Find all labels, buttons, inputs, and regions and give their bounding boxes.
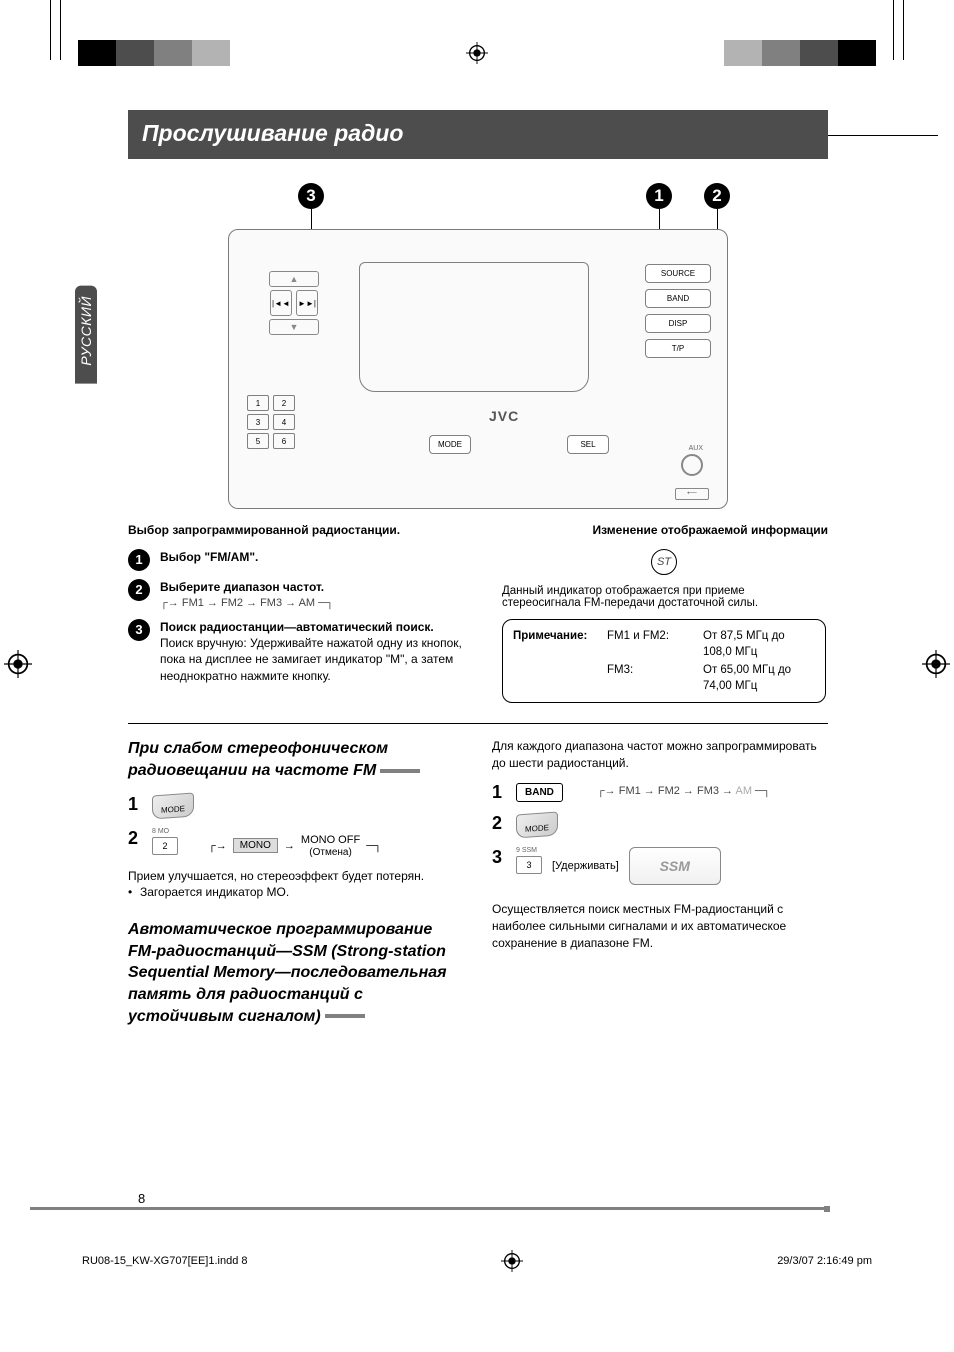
color-bar-left	[78, 40, 230, 66]
right-intro: Для каждого диапазона частот можно запро…	[492, 738, 828, 772]
ssm-result: Осуществляется поиск местных FM-радиоста…	[492, 901, 828, 951]
caption-left: Выбор запрограммированной радиостанции.	[128, 523, 400, 537]
registration-mark-icon	[466, 42, 488, 64]
note-fm12-range: От 87,5 МГц до 108,0 МГц	[703, 628, 815, 660]
preset-3-button-ill: 3	[516, 856, 542, 874]
callout-num-2: 2	[704, 183, 730, 209]
callout-row: 3 1 2	[128, 183, 828, 223]
swatch	[78, 40, 116, 66]
note-fm12-label: FM1 и FM2:	[607, 628, 697, 660]
band-button-ill: BAND	[516, 783, 563, 802]
nav-pad: ▲ |◄◄►►| ▼	[257, 268, 331, 338]
callout-num-3: 3	[298, 183, 324, 209]
subheading-ssm: Автоматическое программирование FM-радио…	[128, 919, 464, 1027]
mini-step-1: 1 MODE	[128, 794, 464, 818]
aux-jack-icon	[681, 454, 703, 476]
r-step-2: 2 MODE	[492, 813, 828, 837]
swatch	[838, 40, 876, 66]
color-bar-right	[724, 40, 876, 66]
device-right-buttons: SOURCE BAND DISP T/P	[645, 264, 711, 364]
usb-port-icon: ⟵	[675, 488, 709, 500]
ssm-display-ill: SSM	[629, 847, 721, 885]
page-title: Прослушивание радио	[128, 110, 828, 159]
st-indicator: ST	[502, 549, 826, 575]
disp-button: DISP	[645, 314, 711, 333]
band-button: BAND	[645, 289, 711, 308]
st-text: Данный индикатор отображается при приеме…	[502, 585, 826, 609]
mode-button-ill: MODE	[516, 812, 558, 839]
mode-button-ill: MODE	[152, 792, 194, 819]
device-logo: JVC	[489, 408, 519, 424]
note-fm3-label: FM3:	[607, 662, 697, 694]
device-illustration: ▲ |◄◄►►| ▼ SOURCE BAND DISP T/P 12 34 56…	[228, 229, 728, 509]
registration-mark-icon	[501, 1250, 523, 1272]
mode-button: MODE	[429, 435, 471, 454]
mono-box: MONO	[233, 838, 278, 853]
registration-mark-icon	[922, 650, 950, 678]
aux-label: AUX	[689, 445, 703, 452]
source-button: SOURCE	[645, 264, 711, 283]
tp-button: T/P	[645, 339, 711, 358]
subheading-weak-fm: При слабом стереофоническом радиовещании…	[128, 738, 464, 781]
swatch	[192, 40, 230, 66]
r-step-3: 3 9 SSM 3 [Удерживать] SSM	[492, 847, 828, 885]
step-1: 1 Выбор "FM/AM".	[128, 549, 478, 571]
note-label: Примечание:	[513, 628, 601, 660]
page-number: 8	[138, 1191, 145, 1206]
step-2: 2 Выберите диапазон частот. ┌→ FM1 → FM2…	[128, 579, 478, 611]
mono-off: MONO OFF	[301, 834, 360, 846]
note-fm3-range: От 65,00 МГц до 74,00 МГц	[703, 662, 815, 694]
step-num: 2	[128, 579, 150, 601]
step-title: Выбор "FM/AM".	[160, 550, 258, 564]
mini-step-2: 2 8 MO 2 ┌→ MONO → MONO OFF (Отмена) ─┐	[128, 828, 464, 858]
mono-cancel: (Отмена)	[309, 847, 352, 858]
preset-2-button-ill: 2	[152, 837, 178, 855]
swatch	[116, 40, 154, 66]
step-title: Выберите диапазон частот.	[160, 580, 324, 594]
step-num: 1	[128, 549, 150, 571]
step-3: 3 Поиск радиостанции—автоматический поис…	[128, 619, 478, 684]
hold-label: [Удерживать]	[552, 860, 619, 872]
step-body: Поиск вручную: Удерживайте нажатой одну …	[160, 635, 478, 684]
swatch	[154, 40, 192, 66]
page-rule	[30, 1207, 830, 1210]
crop-marks	[0, 0, 954, 80]
note-box: Примечание: FM1 и FM2: От 87,5 МГц до 10…	[502, 619, 826, 703]
footer-file: RU08-15_KW-XG707[EE]1.indd 8	[82, 1255, 248, 1267]
band-sequence: ┌→ FM1 → FM2 → FM3 → AM ─┐	[160, 596, 334, 611]
device-screen	[359, 262, 589, 392]
footer-timestamp: 29/3/07 2:16:49 pm	[777, 1255, 872, 1267]
step-title: Поиск радиостанции—автоматический поиск.	[160, 620, 434, 634]
registration-mark-icon	[4, 650, 32, 678]
step-num: 3	[128, 619, 150, 641]
mono-bullet: Загорается индикатор MO.	[128, 884, 464, 901]
r-step-1: 1 BAND ┌→ FM1 → FM2 → FM3 → AM ─┐	[492, 782, 828, 803]
callout-num-1: 1	[646, 183, 672, 209]
preset-buttons: 12 34 56	[247, 395, 333, 452]
swatch	[724, 40, 762, 66]
swatch	[762, 40, 800, 66]
mono-result: Прием улучшается, но стереоэффект будет …	[128, 868, 464, 885]
caption-right: Изменение отображаемой информации	[593, 523, 829, 537]
st-icon: ST	[651, 549, 677, 575]
swatch	[800, 40, 838, 66]
sel-button: SEL	[567, 435, 609, 454]
section-divider	[128, 723, 828, 724]
footer: RU08-15_KW-XG707[EE]1.indd 8 29/3/07 2:1…	[82, 1250, 872, 1272]
language-tab: РУССКИЙ	[75, 286, 97, 384]
